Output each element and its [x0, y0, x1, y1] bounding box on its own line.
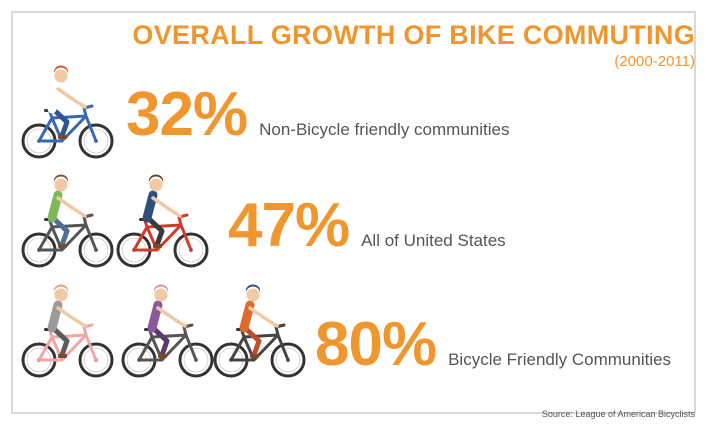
stat-row-bicycle-friendly: 80% Bicycle Friendly Communities	[315, 314, 671, 376]
stat-value: 32%	[126, 80, 248, 149]
cyclist-hat-man-icon	[21, 174, 114, 268]
cyclist-red-hair-icon	[21, 65, 114, 159]
stat-label: All of United States	[361, 231, 506, 250]
stat-value: 80%	[315, 310, 437, 379]
cyclist-helmet-woman-icon	[121, 284, 214, 378]
stat-row-non-friendly: 32% Non-Bicycle friendly communities	[126, 84, 509, 146]
infographic-subtitle: (2000-2011)	[614, 53, 695, 70]
cyclist-vest-man-icon	[116, 174, 209, 268]
infographic-title: OVERALL GROWTH OF BIKE COMMUTING	[132, 20, 695, 50]
stat-value: 47%	[228, 191, 350, 260]
stat-row-united-states: 47% All of United States	[228, 195, 506, 257]
cyclist-pink-bike-woman-icon	[21, 284, 114, 378]
infographic-card	[11, 11, 696, 414]
cyclist-racer-icon	[213, 284, 306, 378]
stat-label: Bicycle Friendly Communities	[448, 350, 672, 369]
source-note: Source: League of American Bicyclists	[541, 409, 695, 419]
stat-label: Non-Bicycle friendly communities	[259, 120, 510, 139]
